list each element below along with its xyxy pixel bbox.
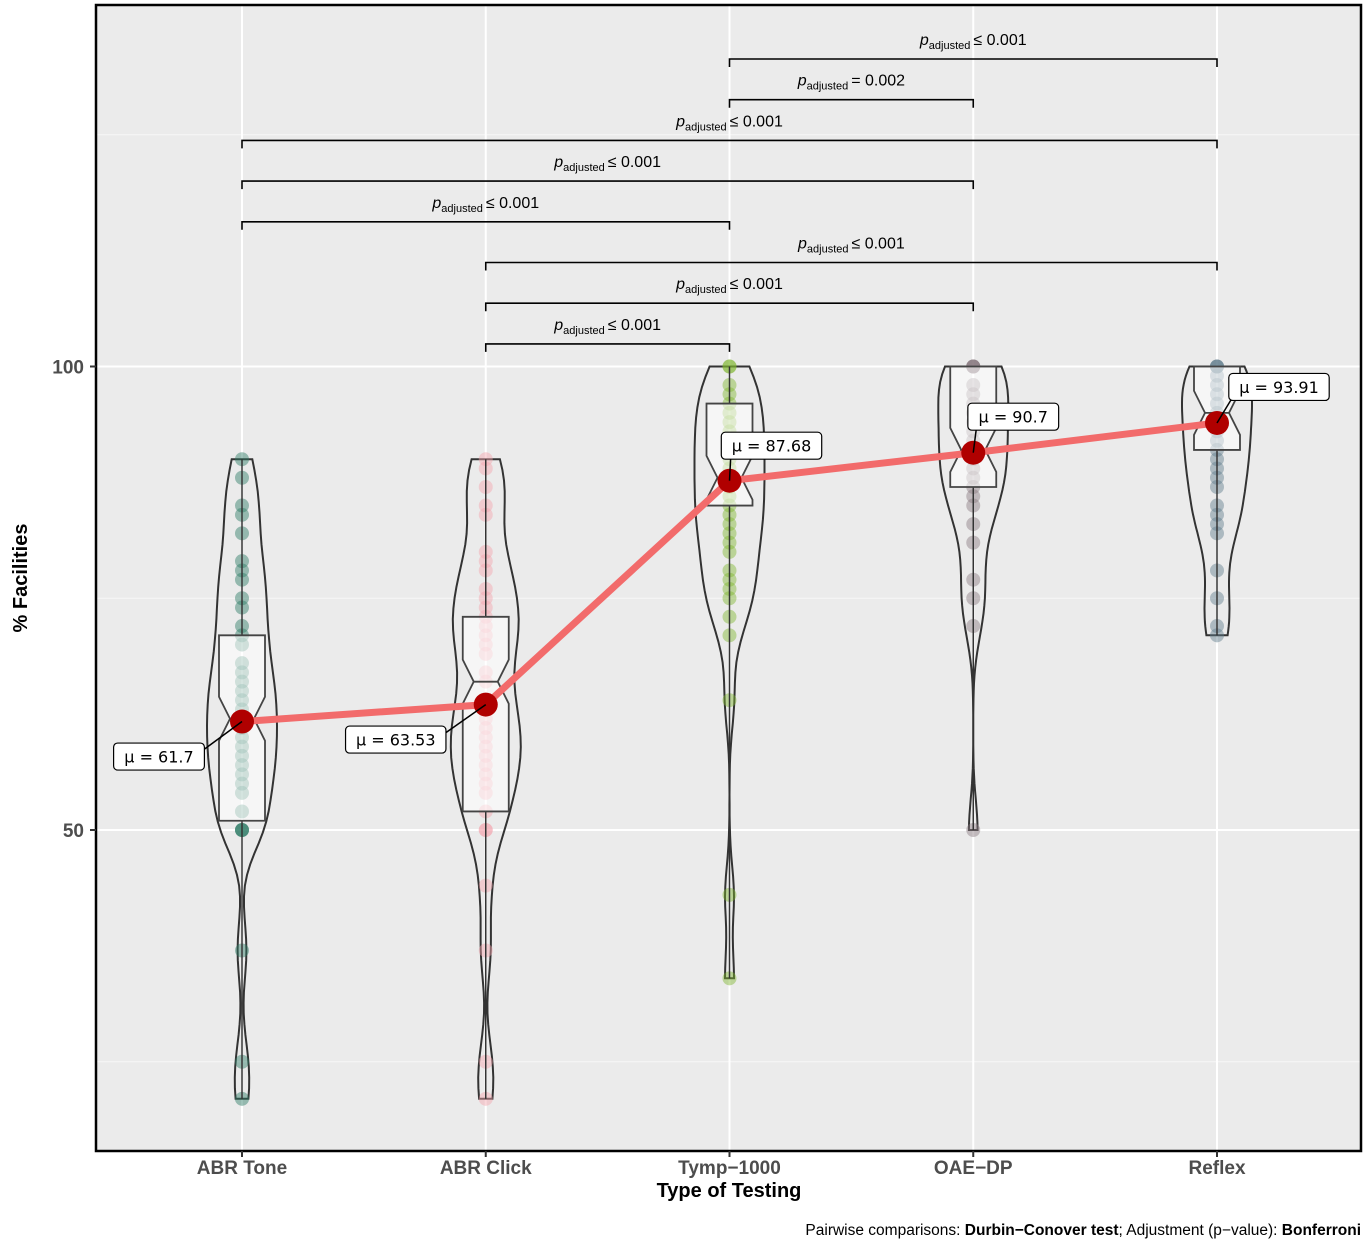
comparison-bracket — [241, 221, 731, 230]
p-value: ≤ 0.001 — [730, 113, 783, 130]
y-axis-title: % Facilities — [10, 524, 32, 633]
mean-labels: μ = 61.7 μ = 63.53 μ = 87.68 μ = 90.7 μ = 93… — [112, 372, 1330, 771]
p-value: ≤ 0.001 — [730, 276, 783, 293]
comparison-bracket — [484, 343, 731, 352]
y-tick-label: 100 — [52, 358, 84, 379]
comparison-label: padjusted = 0.002 — [797, 73, 905, 93]
p-symbol: p — [553, 154, 563, 171]
p-value: ≤ 0.001 — [486, 195, 539, 212]
caption-middle: ; Adjustment (p−value): — [1118, 1222, 1282, 1239]
comparison-bracket — [728, 98, 975, 108]
comparison-bracket — [728, 58, 1218, 67]
p-symbol: p — [919, 32, 929, 49]
comparison-bracket — [241, 180, 975, 190]
mean-label-text: μ = 63.53 — [356, 731, 436, 750]
p-symbol: p — [431, 195, 441, 212]
x-tick-label: Tymp−1000 — [678, 1158, 781, 1179]
mean-label-text: μ = 61.7 — [124, 748, 193, 767]
comparison-label: padjusted ≤ 0.001 — [919, 32, 1027, 52]
mean-label-text: μ = 90.7 — [979, 408, 1048, 427]
x-axis-title: Type of Testing — [657, 1180, 802, 1202]
comparison-label: padjusted ≤ 0.001 — [797, 236, 905, 256]
caption-prefix: Pairwise comparisons: — [805, 1222, 965, 1239]
violin — [937, 365, 1010, 831]
comparison-label: padjusted ≤ 0.001 — [553, 154, 661, 174]
p-subscript: adjusted — [441, 203, 483, 215]
p-value: ≤ 0.001 — [608, 154, 661, 171]
p-symbol: p — [797, 73, 807, 90]
comparison-label: padjusted ≤ 0.001 — [431, 195, 539, 215]
x-tick-label: OAE−DP — [934, 1158, 1013, 1179]
mean-label-box — [967, 402, 1060, 431]
p-subscript: adjusted — [929, 40, 971, 52]
mean-label-box — [1228, 372, 1330, 402]
p-value: ≤ 0.001 — [608, 317, 661, 334]
p-subscript: adjusted — [807, 81, 849, 93]
comparison-bracket — [241, 139, 1218, 149]
p-value: ≤ 0.001 — [851, 236, 904, 253]
violins — [205, 365, 1253, 1100]
p-subscript: adjusted — [563, 325, 605, 337]
p-symbol: p — [675, 113, 685, 130]
x-tick-label: ABR Click — [440, 1158, 532, 1179]
p-symbol: p — [553, 317, 563, 334]
p-subscript: adjusted — [685, 121, 727, 133]
p-symbol: p — [675, 276, 685, 293]
x-tick-label: Reflex — [1188, 1158, 1245, 1179]
caption-adjustment: Bonferroni — [1281, 1222, 1361, 1239]
mean-label-text: μ = 87.68 — [732, 437, 812, 456]
caption-test: Durbin−Conover test — [964, 1222, 1119, 1239]
comparison-bracket — [484, 302, 975, 312]
y-axis: 50 100 — [52, 358, 96, 842]
mean-label-text: μ = 93.91 — [1239, 378, 1319, 397]
x-axis: ABR Tone ABR Click Tymp−1000 OAE−DP Reflex — [197, 1151, 1246, 1179]
comparison-label: padjusted ≤ 0.001 — [675, 276, 783, 296]
p-subscript: adjusted — [563, 162, 605, 174]
mean-label-box — [344, 725, 447, 754]
p-subscript: adjusted — [807, 244, 849, 256]
violin — [449, 458, 522, 1100]
comparison-label: padjusted ≤ 0.001 — [553, 317, 661, 337]
p-symbol: p — [797, 236, 807, 253]
p-value: ≤ 0.001 — [973, 32, 1026, 49]
violin — [205, 458, 279, 1100]
comparison-label: padjusted ≤ 0.001 — [675, 113, 783, 133]
comparison-bracket — [484, 261, 1218, 271]
violin — [1181, 365, 1253, 637]
caption: Pairwise comparisons: Durbin−Conover tes… — [805, 1222, 1361, 1240]
mean-label-box — [720, 431, 823, 460]
mean-label-box — [112, 742, 206, 771]
x-tick-label: ABR Tone — [197, 1158, 287, 1179]
p-value: = 0.002 — [851, 73, 905, 90]
p-subscript: adjusted — [685, 284, 727, 296]
y-tick-label: 50 — [63, 821, 84, 842]
